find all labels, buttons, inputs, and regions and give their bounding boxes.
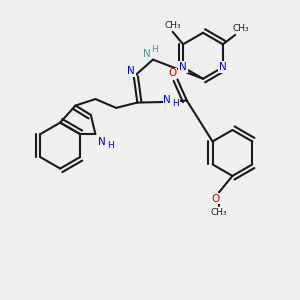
Text: H: H (151, 44, 158, 53)
Text: H: H (172, 99, 179, 108)
Text: O: O (168, 68, 176, 78)
Text: CH₃: CH₃ (211, 208, 227, 217)
Text: H: H (107, 141, 114, 150)
Text: N: N (164, 94, 171, 105)
Text: CH₃: CH₃ (164, 21, 181, 30)
Text: N: N (127, 66, 135, 76)
Text: CH₃: CH₃ (232, 25, 249, 34)
Text: N: N (98, 137, 106, 147)
Text: N: N (219, 62, 227, 72)
Text: O: O (212, 194, 220, 204)
Text: N: N (142, 49, 150, 59)
Text: N: N (179, 62, 187, 72)
